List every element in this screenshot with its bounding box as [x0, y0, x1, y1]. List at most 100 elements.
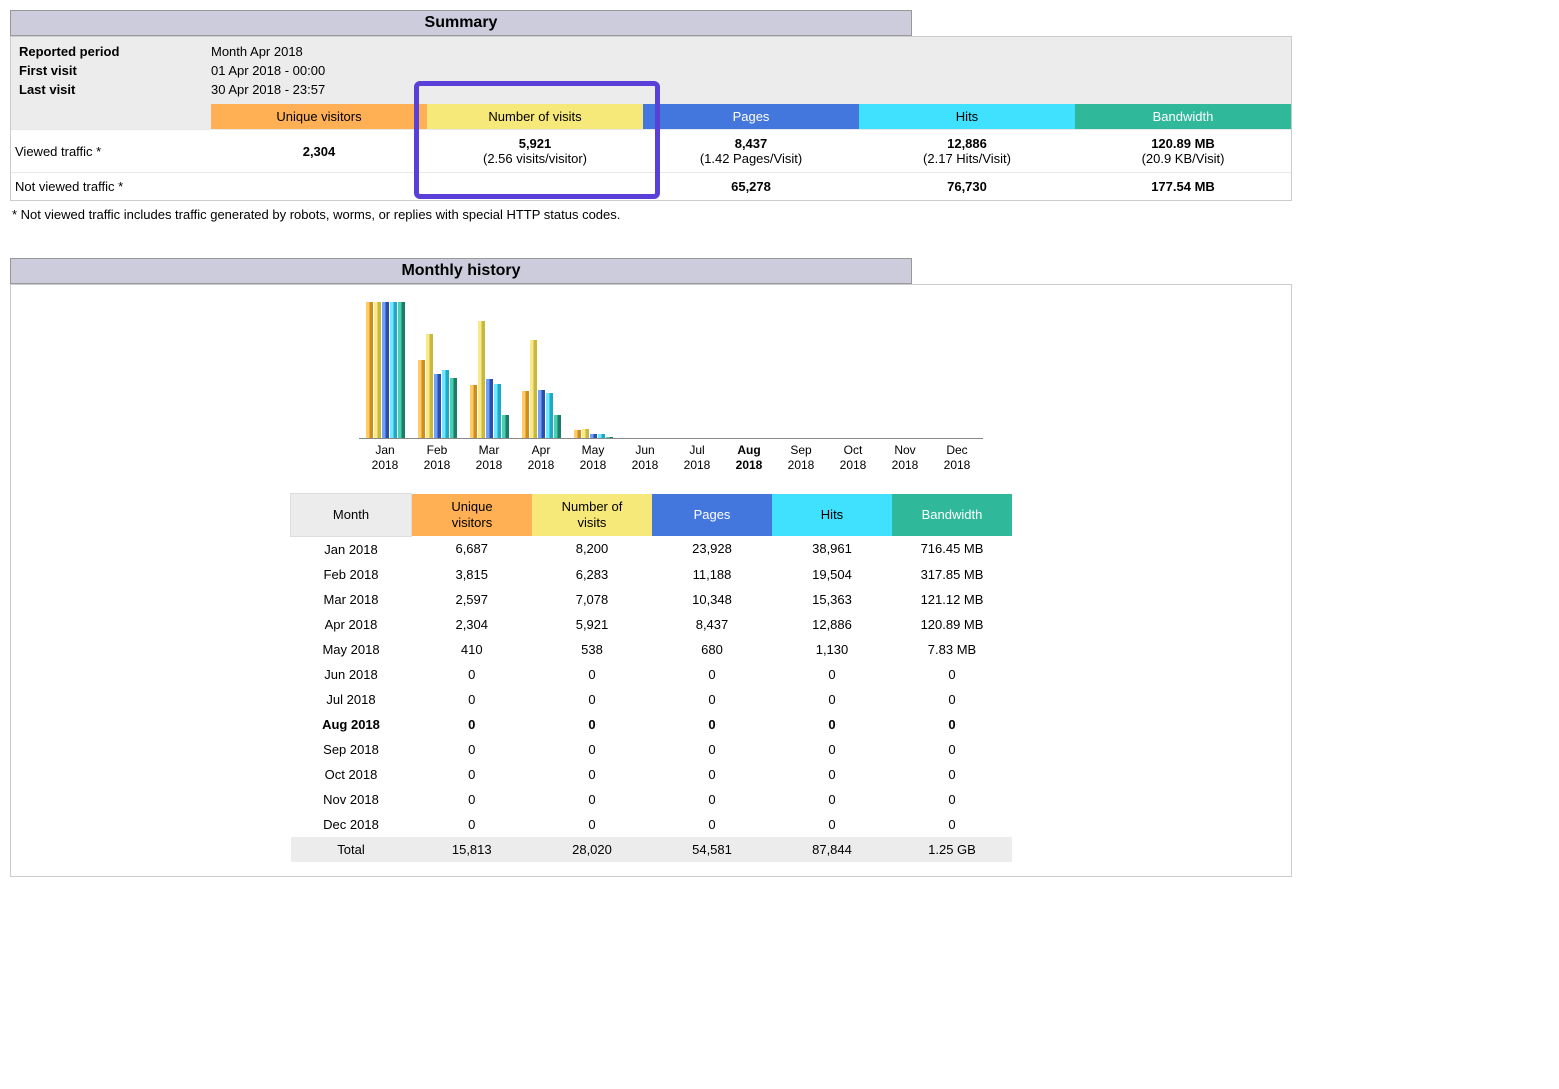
chart-month-label: Feb2018 [411, 443, 463, 473]
monthly-cell-unique: 0 [412, 662, 533, 687]
monthly-cell-unique: 0 [412, 762, 533, 787]
monthly-cell-visits: 0 [532, 687, 652, 712]
monthly-cell-unique: 6,687 [412, 536, 533, 562]
monthly-cell-pages: 0 [652, 687, 772, 712]
monthly-row[interactable]: Oct 201800000 [291, 762, 1013, 787]
monthly-row[interactable]: Nov 201800000 [291, 787, 1013, 812]
summary-title: Summary [10, 10, 912, 36]
reported-period-label: Reported period [19, 43, 209, 60]
chart-month-col[interactable]: Aug2018 [723, 300, 775, 473]
monthly-total-label: Total [291, 837, 412, 862]
monthly-cell-month: Nov 2018 [291, 787, 412, 812]
monthly-cell-bandwidth: 7.83 MB [892, 637, 1012, 662]
chart-bar-visits [426, 334, 433, 438]
chart-bar-unique [470, 385, 477, 438]
summary-header-unique: Unique visitors [211, 104, 427, 130]
chart-month-col[interactable]: Mar2018 [463, 300, 515, 473]
monthly-cell-month: Mar 2018 [291, 587, 412, 612]
summary-row-notviewed: Not viewed traffic * 65,278 76,730 177.5… [11, 173, 1291, 201]
chart-bar-bandwidth [398, 302, 405, 438]
summary-row-viewed: Viewed traffic * 2,304 5,921(2.56 visits… [11, 130, 1291, 173]
chart-bar-visits [582, 429, 589, 438]
monthly-cell-hits: 38,961 [772, 536, 892, 562]
monthly-row[interactable]: Mar 20182,5977,07810,34815,363121.12 MB [291, 587, 1013, 612]
chart-month-col[interactable]: Oct2018 [827, 300, 879, 473]
chart-bar-hits [598, 434, 605, 438]
monthly-row-total: Total15,81328,02054,58187,8441.25 GB [291, 837, 1013, 862]
chart-month-label: Oct2018 [827, 443, 879, 473]
monthly-cell-unique: 2,597 [412, 587, 533, 612]
chart-month-col[interactable]: Nov2018 [879, 300, 931, 473]
mtbl-header-month: Month [291, 494, 412, 537]
monthly-row[interactable]: Dec 201800000 [291, 812, 1013, 837]
last-visit-label: Last visit [19, 81, 209, 98]
monthly-cell-bandwidth: 0 [892, 737, 1012, 762]
monthly-row[interactable]: Aug 201800000 [291, 712, 1013, 737]
monthly-cell-unique: 0 [412, 812, 533, 837]
chart-month-col[interactable]: Jun2018 [619, 300, 671, 473]
monthly-panel: Jan2018Feb2018Mar2018Apr2018May2018Jun20… [10, 284, 1292, 877]
chart-bar-visits [374, 302, 381, 438]
summary-footnote: * Not viewed traffic includes traffic ge… [10, 201, 1549, 228]
summary-header-visits: Number of visits [427, 104, 643, 130]
monthly-cell-month: Aug 2018 [291, 712, 412, 737]
mtbl-header-hits: Hits [772, 494, 892, 537]
monthly-row[interactable]: Jul 201800000 [291, 687, 1013, 712]
monthly-row[interactable]: Sep 201800000 [291, 737, 1013, 762]
monthly-cell-unique: 410 [412, 637, 533, 662]
monthly-cell-pages: 0 [652, 762, 772, 787]
chart-month-col[interactable]: Jan2018 [359, 300, 411, 473]
monthly-cell-pages: 0 [652, 812, 772, 837]
chart-bar-visits [478, 321, 485, 438]
monthly-cell-bandwidth: 0 [892, 787, 1012, 812]
monthly-cell-month: Oct 2018 [291, 762, 412, 787]
chart-month-col[interactable]: Sep2018 [775, 300, 827, 473]
chart-bar-bandwidth [450, 378, 457, 438]
chart-month-col[interactable]: Apr2018 [515, 300, 567, 473]
chart-month-label: Sep2018 [775, 443, 827, 473]
monthly-cell-pages: 680 [652, 637, 772, 662]
chart-bar-pages [434, 374, 441, 438]
monthly-cell-month: Jan 2018 [291, 536, 412, 562]
notviewed-unique [211, 173, 427, 201]
chart-month-col[interactable]: Feb2018 [411, 300, 463, 473]
monthly-cell-visits: 0 [532, 662, 652, 687]
chart-month-label: Nov2018 [879, 443, 931, 473]
monthly-cell-unique: 2,304 [412, 612, 533, 637]
monthly-row[interactable]: May 20184105386801,1307.83 MB [291, 637, 1013, 662]
monthly-cell-visits: 538 [532, 637, 652, 662]
monthly-cell-bandwidth: 0 [892, 762, 1012, 787]
chart-month-col[interactable]: Jul2018 [671, 300, 723, 473]
chart-bar-pages [486, 379, 493, 438]
chart-month-label: Jul2018 [671, 443, 723, 473]
chart-bar-unique [522, 391, 529, 438]
notviewed-label: Not viewed traffic * [11, 173, 211, 201]
monthly-row[interactable]: Apr 20182,3045,9218,43712,886120.89 MB [291, 612, 1013, 637]
chart-month-label: Jun2018 [619, 443, 671, 473]
chart-bar-hits [494, 384, 501, 438]
monthly-cell-bandwidth: 120.89 MB [892, 612, 1012, 637]
chart-bar-hits [442, 370, 449, 438]
monthly-cell-pages: 0 [652, 787, 772, 812]
monthly-cell-month: Dec 2018 [291, 812, 412, 837]
monthly-cell-unique: 0 [412, 687, 533, 712]
monthly-cell-hits: 19,504 [772, 562, 892, 587]
monthly-cell-visits: 0 [532, 737, 652, 762]
monthly-row[interactable]: Jan 20186,6878,20023,92838,961716.45 MB [291, 536, 1013, 562]
summary-header-hits: Hits [859, 104, 1075, 130]
chart-month-col[interactable]: Dec2018 [931, 300, 983, 473]
monthly-row[interactable]: Jun 201800000 [291, 662, 1013, 687]
notviewed-pages: 65,278 [643, 173, 859, 201]
monthly-cell-hits: 0 [772, 662, 892, 687]
monthly-cell-visits: 5,921 [532, 612, 652, 637]
chart-bar-hits [390, 302, 397, 438]
chart-bar-hits [546, 393, 553, 438]
monthly-row[interactable]: Feb 20183,8156,28311,18819,504317.85 MB [291, 562, 1013, 587]
chart-bar-pages [382, 302, 389, 438]
chart-month-col[interactable]: May2018 [567, 300, 619, 473]
viewed-label: Viewed traffic * [11, 130, 211, 173]
summary-table: Unique visitors Number of visits Pages H… [11, 104, 1291, 200]
summary-header-pages: Pages [643, 104, 859, 130]
monthly-cell-visits: 6,283 [532, 562, 652, 587]
monthly-cell-pages: 23,928 [652, 536, 772, 562]
